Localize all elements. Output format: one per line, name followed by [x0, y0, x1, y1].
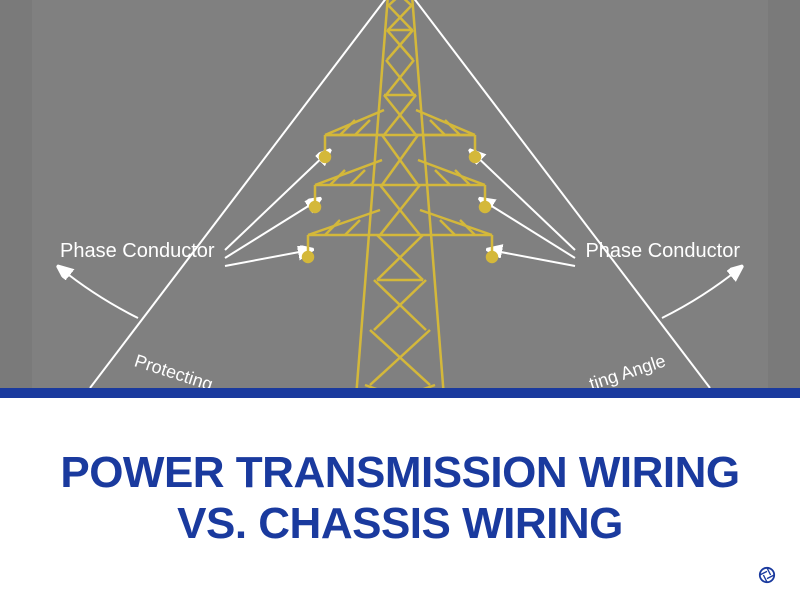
title-line-1: POWER TRANSMISSION WIRING [60, 448, 739, 499]
title-area: POWER TRANSMISSION WIRING VS. CHASSIS WI… [0, 398, 800, 600]
phase-conductor-right-label: Phase Conductor [585, 240, 740, 263]
diagram-area: Phase Conductor Phase Conductor Protecti… [0, 0, 800, 388]
transmission-tower-icon [270, 0, 530, 388]
divider-bar [0, 388, 800, 398]
phase-conductor-left-label: Phase Conductor [60, 240, 215, 263]
title-line-2: VS. CHASSIS WIRING [177, 499, 623, 550]
aperture-icon [758, 566, 776, 584]
